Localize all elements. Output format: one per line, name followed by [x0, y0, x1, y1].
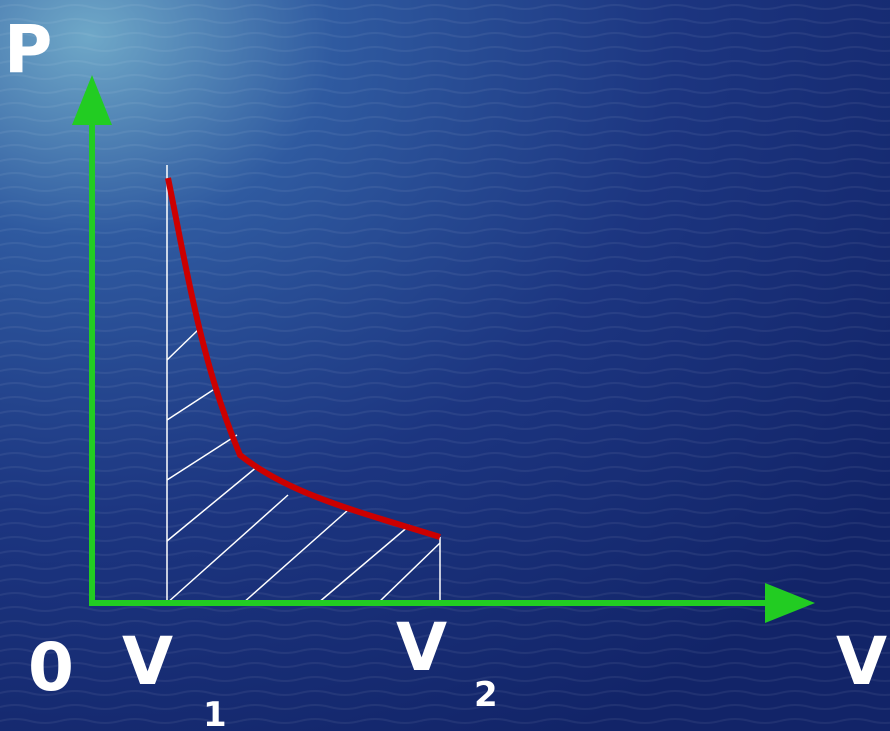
point-label: V [396, 609, 447, 686]
origin-label: 0 [28, 629, 74, 706]
x-axis-label: V [836, 623, 887, 700]
diagram: P 0 V 1 V 2 V [0, 0, 890, 731]
point-label: V [122, 623, 173, 700]
point-subscript: 2 [474, 675, 498, 715]
point-subscript: 1 [203, 695, 227, 731]
y-axis-label: P [4, 11, 52, 88]
